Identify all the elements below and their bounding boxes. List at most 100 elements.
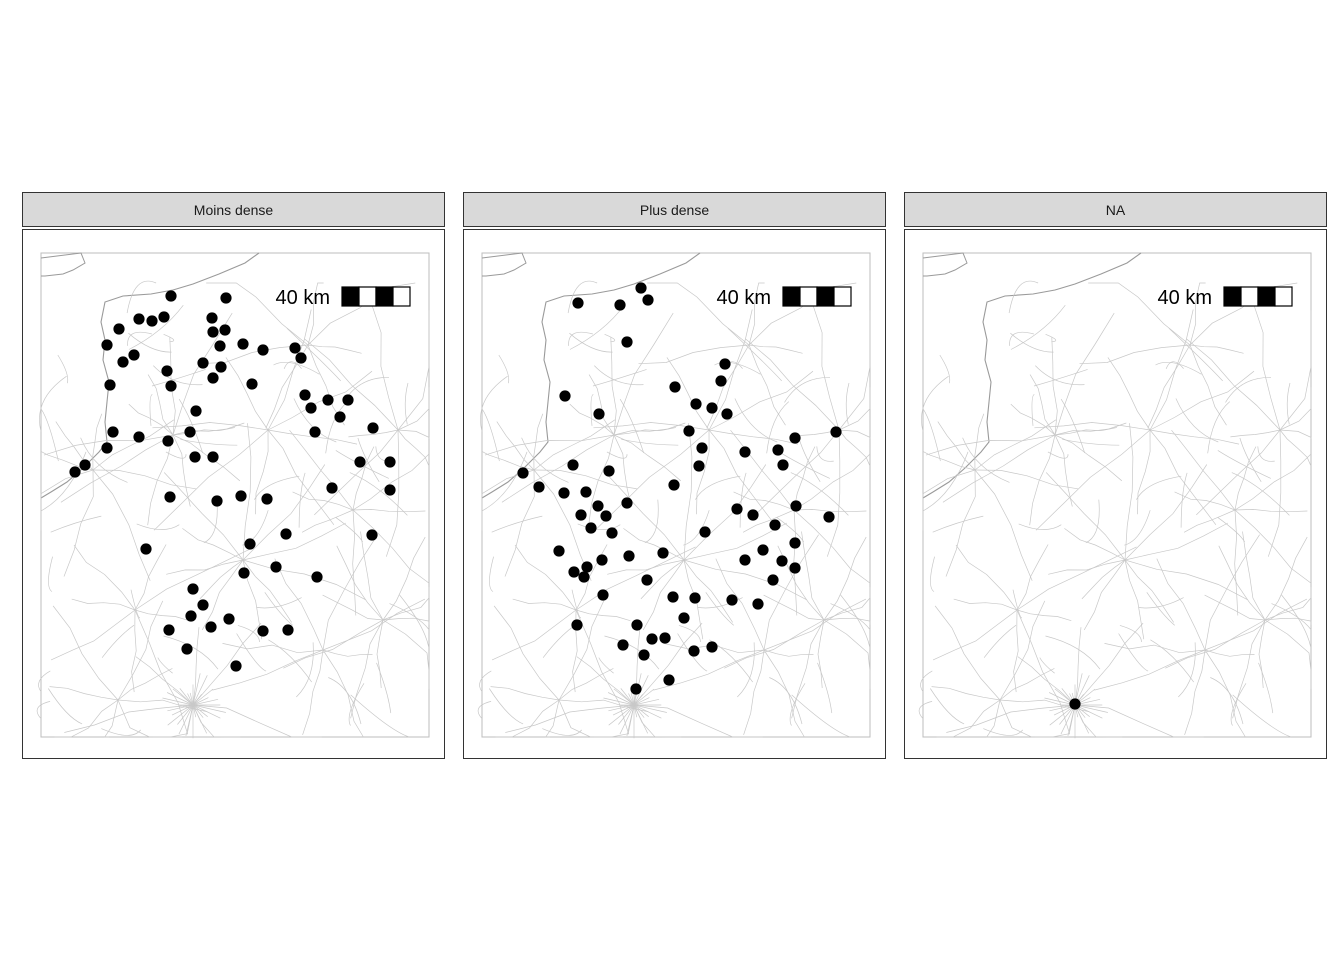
road: [302, 649, 324, 736]
road: [697, 597, 743, 609]
road: [1062, 438, 1120, 446]
road: [613, 688, 635, 706]
scale-bar-segment: [1240, 286, 1259, 307]
station-point: [789, 537, 801, 549]
scale-bar: 40 km: [1158, 286, 1293, 309]
station-point: [606, 527, 618, 539]
road: [479, 670, 492, 692]
road: [289, 429, 354, 511]
road: [1045, 635, 1101, 670]
road: [1271, 603, 1312, 630]
road: [92, 413, 103, 471]
road: [1204, 594, 1266, 621]
road: [533, 413, 544, 471]
road: [104, 699, 119, 738]
road: [404, 382, 409, 425]
road: [1217, 517, 1246, 543]
road: [1168, 327, 1223, 382]
station-point: [517, 467, 529, 479]
station-point: [706, 641, 718, 653]
road: [1010, 403, 1056, 436]
uk-coastline: [40, 252, 86, 277]
road: [325, 401, 349, 454]
road: [117, 668, 173, 701]
road: [569, 403, 615, 436]
road: [930, 688, 965, 725]
uk-coastline: [922, 252, 968, 277]
road: [1074, 622, 1144, 706]
scale-bar-segment: [392, 286, 411, 307]
station-point: [621, 336, 633, 348]
station-point: [311, 571, 323, 583]
road-network: [36, 280, 430, 739]
road: [171, 704, 194, 716]
map-panel: 40 km: [22, 229, 445, 759]
station-point: [280, 528, 292, 540]
station-point: [165, 380, 177, 392]
station-point: [823, 511, 835, 523]
road: [1083, 559, 1126, 631]
road: [576, 656, 635, 706]
road: [748, 344, 803, 354]
road: [733, 491, 795, 511]
road: [57, 354, 69, 384]
road: [1189, 344, 1244, 354]
road: [73, 544, 136, 611]
station-point: [578, 571, 590, 583]
station-points: [69, 290, 396, 672]
road: [60, 434, 174, 503]
station-point: [631, 619, 643, 631]
station-point: [688, 645, 700, 657]
road: [743, 649, 765, 736]
road: [633, 694, 643, 706]
road: [1217, 450, 1271, 479]
road: [1231, 472, 1290, 516]
scale-bar-segment: [1223, 286, 1242, 307]
road: [54, 699, 119, 738]
road: [477, 701, 492, 719]
road: [683, 559, 808, 601]
road: [1074, 627, 1082, 706]
road: [1180, 472, 1188, 528]
road: [48, 556, 53, 592]
road: [147, 434, 174, 526]
road: [628, 693, 635, 706]
station-point: [752, 598, 764, 610]
road: [633, 704, 763, 738]
road: [633, 704, 645, 718]
scale-bar-segment: [375, 286, 394, 307]
road: [613, 434, 632, 507]
road: [376, 662, 392, 714]
road: [604, 635, 660, 670]
station-point: [79, 459, 91, 471]
road: [101, 728, 141, 736]
road: [791, 694, 851, 738]
road: [322, 598, 426, 651]
road: [642, 559, 685, 631]
road: [608, 704, 635, 726]
station-point: [659, 632, 671, 644]
road: [640, 559, 685, 600]
facet-plus-dense: Plus dense 40 km: [463, 192, 886, 759]
road: [192, 704, 241, 738]
road: [745, 338, 840, 431]
station-point: [220, 292, 232, 304]
road: [730, 429, 795, 511]
station-point: [696, 442, 708, 454]
road: [50, 515, 102, 533]
road: [264, 592, 293, 626]
road: [962, 437, 1010, 483]
station-point: [790, 500, 802, 512]
road: [1165, 619, 1266, 669]
road: [798, 437, 821, 482]
road: [336, 545, 384, 621]
road: [1234, 509, 1312, 584]
station-point: [553, 545, 565, 557]
road: [793, 446, 816, 511]
road: [1183, 509, 1236, 533]
road: [197, 344, 309, 365]
road: [1124, 423, 1134, 561]
road: [493, 605, 560, 701]
station-point: [207, 372, 219, 384]
road: [1234, 509, 1239, 616]
